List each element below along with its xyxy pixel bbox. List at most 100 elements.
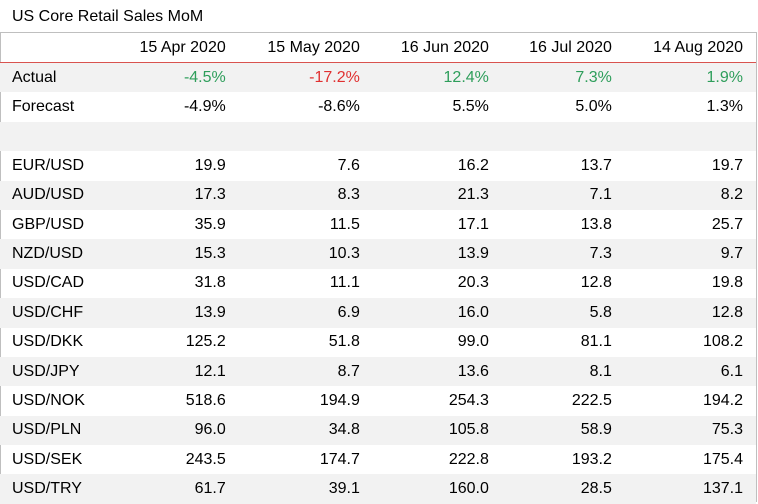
actual-value: 12.4% bbox=[372, 62, 502, 93]
table-row: AUD/USD 17.3 8.3 21.3 7.1 8.2 bbox=[0, 180, 756, 210]
pair-label: USD/JPY bbox=[0, 356, 112, 387]
pair-value: 34.8 bbox=[238, 415, 373, 446]
pair-value: 58.9 bbox=[501, 415, 625, 446]
pair-label: USD/NOK bbox=[12, 391, 85, 409]
pair-label: EUR/USD bbox=[12, 156, 85, 174]
pair-value: 51.8 bbox=[328, 333, 360, 351]
actual-row: Actual -4.5% -17.2% 12.4% 7.3% 1.9% bbox=[0, 62, 756, 93]
forecast-row: Forecast -4.9% -8.6% 5.5% 5.0% 1.3% bbox=[0, 92, 756, 121]
pair-value: 99.0 bbox=[457, 333, 489, 351]
table-row: USD/NOK 518.6 194.9 254.3 222.5 194.2 bbox=[0, 386, 756, 415]
pair-value: 21.3 bbox=[372, 180, 502, 210]
pair-value: 11.1 bbox=[329, 274, 360, 292]
pair-value: 194.2 bbox=[702, 391, 743, 409]
pair-value: 222.5 bbox=[571, 391, 612, 409]
table-row: NZD/USD 15.3 10.3 13.9 7.3 9.7 bbox=[0, 239, 756, 269]
forecast-value: 5.5% bbox=[452, 98, 489, 116]
pair-value: 12.8 bbox=[624, 298, 756, 328]
pair-value: 17.1 bbox=[457, 215, 489, 233]
pair-value: 16.2 bbox=[457, 156, 489, 174]
table-row: GBP/USD 35.9 11.5 17.1 13.8 25.7 bbox=[0, 210, 756, 239]
forecast-value: -4.9% bbox=[183, 98, 226, 116]
pair-value: 13.9 bbox=[372, 239, 502, 269]
pair-value: 13.8 bbox=[580, 215, 612, 233]
column-header: 15 Apr 2020 bbox=[111, 33, 239, 63]
pair-value: 6.1 bbox=[624, 356, 756, 387]
pair-value: 10.3 bbox=[238, 239, 373, 269]
retail-sales-table: 15 Apr 2020 15 May 2020 16 Jun 2020 16 J… bbox=[0, 33, 756, 504]
pair-value: 8.7 bbox=[238, 356, 373, 387]
actual-value: 7.3% bbox=[501, 62, 625, 93]
pair-value: 61.7 bbox=[111, 474, 239, 504]
table-row: USD/TRY 61.7 39.1 160.0 28.5 137.1 bbox=[0, 474, 756, 504]
pair-value: 13.9 bbox=[111, 298, 239, 328]
forecast-value: 1.3% bbox=[706, 98, 743, 116]
actual-value: 1.9% bbox=[624, 62, 756, 93]
pair-value: 16.0 bbox=[372, 298, 502, 328]
pair-value: 81.1 bbox=[580, 333, 612, 351]
pair-value: 243.5 bbox=[185, 450, 226, 468]
table-row: USD/CAD 31.8 11.1 20.3 12.8 19.8 bbox=[0, 269, 756, 298]
pair-value: 7.3 bbox=[501, 239, 625, 269]
pair-value: 174.7 bbox=[319, 450, 360, 468]
header-row: 15 Apr 2020 15 May 2020 16 Jun 2020 16 J… bbox=[0, 33, 756, 63]
column-header: 16 Jun 2020 bbox=[372, 33, 502, 63]
pair-value: 15.3 bbox=[111, 239, 239, 269]
pair-value: 8.1 bbox=[501, 356, 625, 387]
table-row: USD/PLN 96.0 34.8 105.8 58.9 75.3 bbox=[0, 415, 756, 446]
column-header: 15 May 2020 bbox=[238, 33, 373, 63]
pair-value: 518.6 bbox=[185, 391, 226, 409]
column-header: 14 Aug 2020 bbox=[624, 33, 756, 63]
pair-value: 25.7 bbox=[711, 215, 743, 233]
pair-value: 12.8 bbox=[580, 274, 612, 292]
pair-value: 254.3 bbox=[448, 391, 489, 409]
pair-value: 9.7 bbox=[624, 239, 756, 269]
pair-value: 7.1 bbox=[501, 180, 625, 210]
pair-label: USD/CAD bbox=[12, 274, 85, 292]
pair-value: 105.8 bbox=[372, 415, 502, 446]
pair-value: 20.3 bbox=[457, 274, 489, 292]
pair-value: 13.6 bbox=[372, 356, 502, 387]
pair-value: 19.9 bbox=[194, 156, 226, 174]
pair-value: 160.0 bbox=[372, 474, 502, 504]
pair-value: 19.8 bbox=[711, 274, 743, 292]
table-row: USD/JPY 12.1 8.7 13.6 8.1 6.1 bbox=[0, 356, 756, 387]
pair-value: 13.7 bbox=[580, 156, 612, 174]
pair-value: 6.9 bbox=[238, 298, 373, 328]
pair-label: GBP/USD bbox=[12, 215, 85, 233]
forecast-value: 5.0% bbox=[575, 98, 612, 116]
row-label: Actual bbox=[0, 62, 112, 93]
pair-value: 108.2 bbox=[702, 333, 743, 351]
pair-label: USD/DKK bbox=[12, 333, 84, 351]
actual-value: -4.5% bbox=[111, 62, 239, 93]
pair-value: 39.1 bbox=[238, 474, 373, 504]
pair-label: USD/CHF bbox=[0, 298, 112, 328]
table-row: USD/DKK 125.2 51.8 99.0 81.1 108.2 bbox=[0, 328, 756, 357]
pair-value: 28.5 bbox=[501, 474, 625, 504]
row-label: Forecast bbox=[12, 98, 75, 116]
forecast-value: -8.6% bbox=[318, 98, 360, 116]
pair-label: USD/PLN bbox=[0, 415, 112, 446]
pair-label: USD/SEK bbox=[12, 450, 83, 468]
pair-value: 194.9 bbox=[319, 391, 360, 409]
pair-value: 7.6 bbox=[337, 156, 360, 174]
actual-value: -17.2% bbox=[238, 62, 373, 93]
corner-cell bbox=[0, 33, 112, 63]
pair-value: 75.3 bbox=[624, 415, 756, 446]
pair-value: 11.5 bbox=[329, 215, 360, 233]
pair-value: 12.1 bbox=[111, 356, 239, 387]
pair-value: 96.0 bbox=[111, 415, 239, 446]
pair-label: USD/TRY bbox=[0, 474, 112, 504]
pair-value: 31.8 bbox=[194, 274, 226, 292]
pair-value: 137.1 bbox=[624, 474, 756, 504]
pair-value: 19.7 bbox=[711, 156, 743, 174]
pair-value: 222.8 bbox=[448, 450, 489, 468]
pair-label: NZD/USD bbox=[0, 239, 112, 269]
pair-value: 5.8 bbox=[501, 298, 625, 328]
pair-label: AUD/USD bbox=[0, 180, 112, 210]
column-header: 16 Jul 2020 bbox=[501, 33, 625, 63]
spacer-row bbox=[0, 121, 756, 152]
pair-value: 175.4 bbox=[702, 450, 743, 468]
pair-value: 17.3 bbox=[111, 180, 239, 210]
table-row: EUR/USD 19.9 7.6 16.2 13.7 19.7 bbox=[0, 151, 756, 180]
